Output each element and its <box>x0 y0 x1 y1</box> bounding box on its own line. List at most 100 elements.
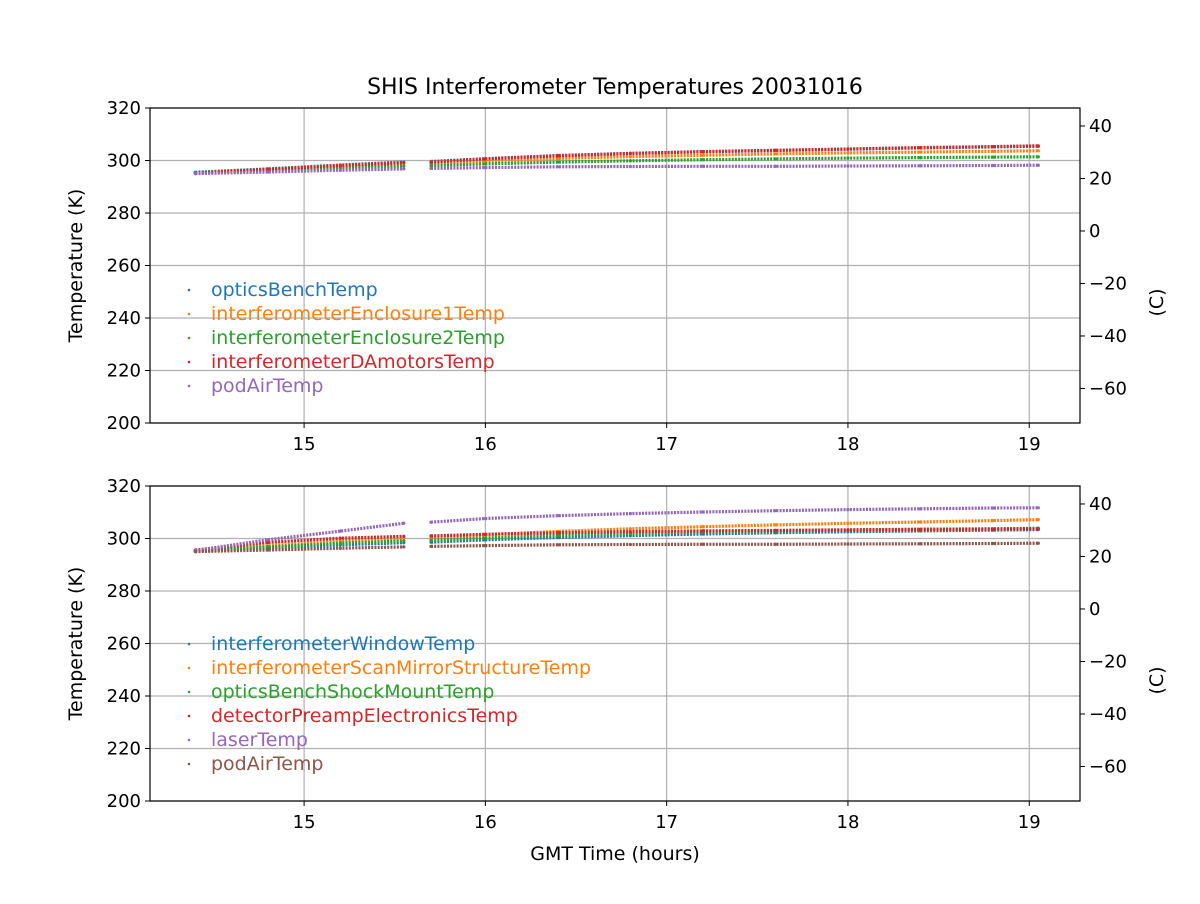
data-point <box>991 519 995 523</box>
series-trace <box>195 521 404 553</box>
data-point <box>429 520 433 524</box>
y2-tick-label: −40 <box>1089 326 1127 347</box>
data-point <box>1036 527 1040 531</box>
data-point <box>556 533 560 537</box>
data-point <box>556 165 560 169</box>
legend-marker <box>187 360 191 364</box>
data-point <box>483 536 487 540</box>
data-point <box>429 166 433 170</box>
y-tick-label: 320 <box>107 476 141 497</box>
data-point <box>918 150 923 154</box>
data-point <box>991 155 995 159</box>
x-tick-label: 19 <box>1018 434 1041 455</box>
top-panel: 15 16 17 18 19200220240260280300320−60−40−20… <box>65 98 1168 455</box>
y-tick-label: 280 <box>107 581 141 602</box>
series-podAirTemp <box>193 163 1040 176</box>
y-tick-label: 260 <box>107 634 141 655</box>
data-point <box>918 164 923 168</box>
data-point <box>773 148 778 152</box>
series-trace <box>430 163 1039 170</box>
y-tick-label: 260 <box>107 256 141 277</box>
data-point <box>402 521 406 525</box>
data-point <box>628 527 633 531</box>
data-point <box>701 153 705 157</box>
legend-marker <box>187 762 191 766</box>
legend-entry: interferometerDAmotorsTemp <box>211 351 495 373</box>
data-point <box>773 528 778 532</box>
data-point <box>556 154 560 158</box>
x-tick-label: 16 <box>474 434 497 455</box>
data-point <box>701 164 705 168</box>
series-trace <box>430 506 1039 524</box>
data-point <box>701 149 705 154</box>
data-point <box>429 538 433 542</box>
legend-marker <box>187 738 191 742</box>
data-point <box>338 536 342 540</box>
legend-marker <box>187 642 191 646</box>
data-point <box>846 528 850 532</box>
data-point <box>773 509 778 513</box>
y-tick-label: 220 <box>107 739 141 760</box>
data-point <box>846 542 850 546</box>
data-point <box>266 540 270 545</box>
legend-entry: interferometerScanMirrorStructureTemp <box>211 657 591 679</box>
y-tick-label: 240 <box>107 686 141 707</box>
data-point <box>1036 506 1040 510</box>
data-point <box>991 527 995 531</box>
legend-marker <box>187 666 191 670</box>
y-axis-label: Temperature (K) <box>65 189 87 344</box>
data-point <box>628 151 633 156</box>
legend-marker <box>187 690 191 694</box>
y2-tick-label: −20 <box>1089 651 1127 672</box>
data-point <box>266 538 270 542</box>
data-point <box>402 161 406 165</box>
data-point <box>773 523 778 527</box>
series-trace <box>430 541 1039 548</box>
data-point <box>338 546 342 550</box>
y2-tick-label: 0 <box>1089 599 1100 620</box>
data-point <box>556 160 560 164</box>
data-point <box>266 548 270 552</box>
data-point <box>338 168 342 172</box>
y2-axis-label: (C) <box>1146 666 1168 694</box>
data-point <box>1036 144 1040 148</box>
data-point <box>402 534 406 539</box>
y-tick-label: 320 <box>107 98 141 119</box>
legend-marker <box>187 312 191 316</box>
data-point <box>1036 149 1040 153</box>
data-point <box>628 530 633 534</box>
y-tick-label: 220 <box>107 361 141 382</box>
bottom-panel: 15 16 17 18 19200220240260280300320−60−40−20… <box>65 476 1168 833</box>
y-tick-label: 300 <box>107 529 141 550</box>
data-point <box>701 542 705 546</box>
data-point <box>193 172 197 176</box>
x-tick-label: 17 <box>655 812 678 833</box>
data-point <box>628 164 633 169</box>
data-point <box>918 527 923 531</box>
x-axis-label: GMT Time (hours) <box>530 843 700 865</box>
x-tick-label: 15 <box>293 812 316 833</box>
data-point <box>483 543 487 548</box>
x-tick-label: 18 <box>837 434 860 455</box>
data-point <box>483 532 487 536</box>
data-point <box>429 544 433 548</box>
data-point <box>701 158 705 162</box>
data-point <box>628 511 633 516</box>
x-tick-label: 16 <box>474 812 497 833</box>
data-point <box>918 520 923 524</box>
data-point <box>918 156 923 160</box>
series-trace <box>430 155 1039 168</box>
data-point <box>402 164 406 168</box>
data-point <box>991 541 995 546</box>
y-tick-label: 200 <box>107 413 141 434</box>
data-point <box>991 506 995 510</box>
data-point <box>991 149 995 153</box>
data-point <box>483 157 487 161</box>
chart-title: SHIS Interferometer Temperatures 2003101… <box>367 75 863 100</box>
series-trace <box>430 527 1039 538</box>
legend-marker <box>187 384 191 388</box>
data-point <box>918 507 923 511</box>
data-point <box>701 525 705 529</box>
y2-tick-label: 40 <box>1089 494 1112 515</box>
